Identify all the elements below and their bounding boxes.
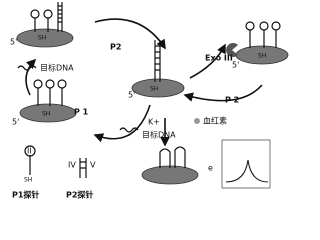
signal-curve [225, 159, 269, 183]
electrode [16, 28, 74, 48]
label: P 1 [74, 108, 89, 117]
sh: SH [38, 35, 46, 42]
label: IV [68, 161, 76, 170]
arrow [25, 58, 37, 96]
sh: SH [42, 111, 50, 118]
electrode [141, 165, 199, 185]
sh: SH [150, 86, 158, 93]
heme-dot [194, 118, 200, 124]
five-prime: 5' [232, 61, 239, 70]
five-prime: 5' [12, 118, 19, 127]
electrode [19, 103, 77, 123]
label: P2 [110, 43, 121, 52]
dna-strands [17, 2, 281, 178]
diagram: P2 目标DNA Exo III P 1 K+ P 2 目标DNA 血红素 e … [10, 2, 289, 200]
label: 目标DNA [40, 63, 74, 73]
arrow [183, 84, 263, 102]
five-prime: 5' [10, 38, 17, 47]
label: Exo III [205, 54, 233, 63]
label: 目标DNA [142, 130, 176, 140]
label: 血红素 [203, 116, 227, 126]
five-prime: 5' [128, 91, 135, 100]
label: V [90, 161, 96, 170]
arrow [93, 104, 151, 143]
exo-enzyme [226, 43, 238, 57]
sh: SH [258, 53, 266, 60]
label: K+ [148, 118, 160, 127]
arrow [189, 43, 226, 79]
label: P 2 [225, 96, 239, 105]
label: II [27, 147, 32, 156]
label: e [208, 164, 213, 173]
signal-plot [221, 139, 271, 189]
label: P1探针 [12, 190, 39, 200]
label: P2探针 [66, 190, 93, 200]
sh: SH [24, 177, 32, 184]
electrode [131, 78, 185, 98]
